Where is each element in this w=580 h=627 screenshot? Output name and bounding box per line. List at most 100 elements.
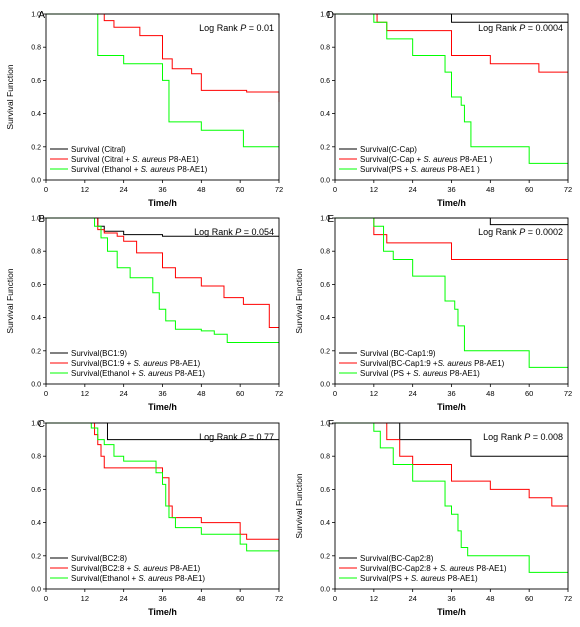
panel-f: F Survival Function Time/h 0 12 24 36 48 60 72 0.0…: [294, 419, 572, 617]
x-tick-label: 48: [486, 594, 494, 603]
y-tick-label: 0.8: [320, 45, 330, 52]
y-tick-label: 0.8: [31, 45, 41, 52]
x-tick-label: 48: [197, 185, 205, 194]
survival-curve-2: [46, 217, 279, 329]
y-tick-label: 0.0: [31, 382, 41, 389]
legend-species: S. aureus: [413, 369, 447, 378]
x-axis-label: Time/h: [148, 198, 177, 208]
x-tick-label: 72: [564, 185, 572, 194]
x-tick-label: 0: [44, 185, 48, 194]
x-axis-label: Time/h: [148, 402, 177, 412]
x-tick-label: 24: [408, 389, 416, 398]
legend-entry: Survival (Ethanol + S. aureus P8-AE1): [71, 165, 208, 174]
y-tick-label: 0.6: [320, 282, 330, 289]
x-tick-label: 72: [564, 389, 572, 398]
y-tick-label: 1.0: [320, 421, 330, 428]
x-tick-label: 60: [525, 185, 533, 194]
log-rank-value: = 0.0004: [525, 23, 563, 33]
legend-entry: Survival(Ethanol + S. aureus P8-AE1): [71, 369, 205, 378]
y-tick-label: 0.8: [31, 249, 41, 256]
log-rank-p: P: [235, 227, 241, 237]
survival-curve-3: [46, 217, 279, 343]
plot-frame: [334, 13, 569, 181]
plot-frame: [45, 422, 280, 590]
survival-curve-3: [335, 13, 568, 164]
y-tick-label: 0.0: [320, 178, 330, 185]
legend-text: P8-AE1): [447, 369, 480, 378]
panel-label: C: [38, 419, 45, 430]
legend-entry: Survival (BC-Cap1:9): [360, 349, 436, 358]
log-rank-prefix: Log Rank: [478, 227, 519, 237]
legend-entry: Survival(BC1:9): [71, 349, 127, 358]
survival-curve-1: [335, 217, 568, 226]
plot-frame: [45, 13, 280, 181]
y-tick-label: 0.2: [320, 553, 330, 560]
y-tick-label: 0.0: [320, 587, 330, 594]
y-axis-label: Survival Function: [5, 268, 15, 333]
x-tick-label: 60: [525, 389, 533, 398]
log-rank-p: P: [240, 23, 246, 33]
legend-entry: Survival(BC-Cap1:9 +S. aureus P8-AE1): [360, 359, 505, 368]
legend-text: Survival(PS +: [360, 165, 411, 174]
x-axis-label: Time/h: [437, 198, 466, 208]
panel-c: C Time/h 0 12 24 36 48 60 72 0.0 0.2 0.4 0.6 0.8 1.0 Lo…: [31, 419, 283, 617]
panel-d: D Time/h 0 12 24 36 48 60 72 0.0 0.2 0.4 0.6 0.8 1.0 Lo…: [320, 10, 572, 208]
log-rank-prefix: Log Rank: [194, 227, 235, 237]
x-tick-label: 36: [158, 389, 166, 398]
y-tick-label: 0.4: [31, 111, 41, 118]
y-tick-label: 0.4: [320, 315, 330, 322]
x-tick-label: 72: [275, 594, 283, 603]
x-axis-label: Time/h: [148, 607, 177, 617]
survival-curve-3: [46, 13, 279, 148]
y-tick-label: 0.8: [320, 249, 330, 256]
log-rank-annotation: Log Rank P = 0.054: [194, 227, 274, 237]
legend-text: P8-AE1): [173, 369, 206, 378]
legend-entry: Survival(Ethanol + S. aureus P8-AE1): [71, 574, 205, 583]
x-tick-label: 0: [44, 594, 48, 603]
y-tick-label: 0.2: [320, 348, 330, 355]
plot-frame: [334, 422, 569, 590]
y-tick-label: 0.0: [31, 178, 41, 185]
x-tick-label: 72: [275, 389, 283, 398]
x-axis-label: Time/h: [437, 607, 466, 617]
x-tick-label: 36: [158, 185, 166, 194]
legend-species: S. aureus: [411, 165, 445, 174]
x-tick-label: 24: [119, 594, 127, 603]
legend-text: Survival(Ethanol +: [71, 369, 138, 378]
legend-text: P8-AE1): [175, 165, 208, 174]
y-tick-label: 1.0: [320, 216, 330, 223]
legend-species: S. aureus: [138, 574, 172, 583]
legend-entry: Survival(BC-Cap2:8): [360, 554, 434, 563]
x-tick-label: 72: [275, 185, 283, 194]
y-tick-label: 0.6: [31, 78, 41, 85]
legend-text: P8-AE1): [445, 574, 478, 583]
x-tick-label: 72: [564, 594, 572, 603]
y-tick-label: 0.2: [31, 553, 41, 560]
legend-text: P8-AE1 ): [458, 155, 493, 164]
x-tick-label: 60: [236, 185, 244, 194]
legend-text: Survival (PS +: [360, 369, 413, 378]
plot-frame: [45, 217, 280, 385]
y-tick-label: 0.4: [31, 315, 41, 322]
panel-label: E: [327, 214, 334, 225]
x-tick-label: 12: [370, 594, 378, 603]
legend-species: S. aureus: [133, 359, 167, 368]
log-rank-p: P: [519, 23, 525, 33]
y-tick-label: 0.6: [320, 487, 330, 494]
y-tick-label: 0.8: [31, 454, 41, 461]
survival-curve-1: [335, 13, 568, 23]
x-tick-label: 48: [197, 594, 205, 603]
log-rank-prefix: Log Rank: [483, 432, 524, 442]
log-rank-p: P: [524, 432, 530, 442]
legend-text: Survival(BC2:8): [71, 554, 127, 563]
panel-label: A: [38, 10, 45, 21]
x-tick-label: 0: [333, 185, 337, 194]
legend-entry: Survival(C-Cap): [360, 145, 417, 154]
survival-curve-2: [335, 422, 568, 507]
legend-text: P8-AE1): [168, 564, 201, 573]
y-tick-label: 0.0: [320, 382, 330, 389]
y-tick-label: 0.2: [31, 348, 41, 355]
legend-species: S. aureus: [132, 155, 166, 164]
y-tick-label: 0.6: [31, 487, 41, 494]
plot-frame: [334, 217, 569, 385]
